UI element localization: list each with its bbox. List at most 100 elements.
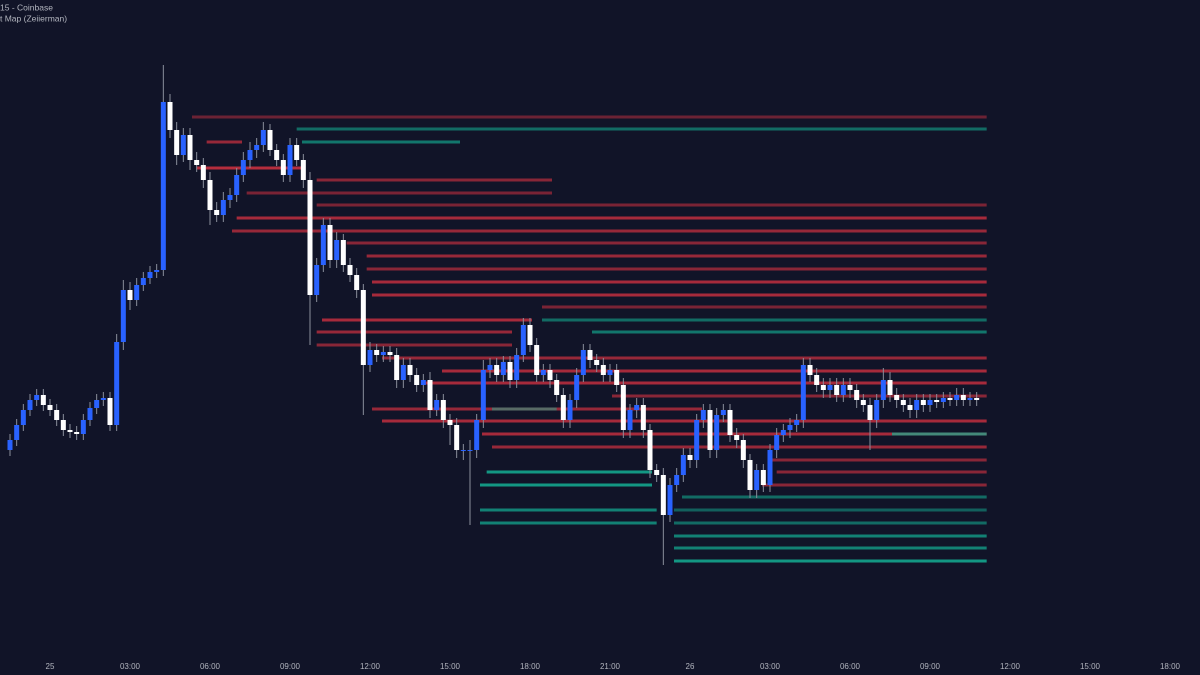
candle-body (840, 385, 846, 395)
candle-body (447, 420, 453, 425)
candle-body (327, 225, 333, 260)
heat-line (316, 203, 987, 207)
x-tick-label: 21:00 (600, 662, 621, 671)
candle-body (894, 395, 900, 400)
candle-body (134, 285, 140, 300)
candle-body (200, 165, 206, 180)
candle-body (140, 278, 146, 285)
candle-body (854, 390, 860, 400)
candle-body (920, 400, 926, 405)
candle-body (467, 450, 473, 451)
heat-line (382, 356, 987, 360)
candle-body (87, 408, 93, 420)
x-tick-label: 03:00 (120, 662, 141, 671)
candle-body (714, 415, 720, 450)
candle-body (587, 350, 593, 360)
candle-body (647, 430, 653, 470)
candle-body (520, 325, 526, 355)
candle-body (440, 400, 446, 420)
candle-body (214, 210, 220, 215)
heat-line (542, 318, 987, 322)
candle-layer (7, 65, 980, 565)
heat-line (372, 280, 987, 284)
candle-body (560, 395, 566, 420)
candle-body (127, 290, 133, 300)
candle-body (320, 225, 326, 265)
candle-body (360, 290, 366, 365)
candle-body (747, 460, 753, 490)
candle-body (707, 410, 713, 450)
candle-body (394, 355, 400, 380)
candle-body (47, 405, 53, 410)
heat-line (346, 241, 987, 245)
heat-line (772, 458, 987, 462)
candle-body (460, 450, 466, 451)
candle-body (540, 370, 546, 375)
candle-body (194, 160, 200, 165)
candle-body (694, 420, 700, 460)
candle-body (414, 375, 420, 385)
x-axis: 25 03:00 06:00 09:00 12:00 15:00 18:00 21:00 26 0… (46, 662, 1181, 671)
candle-body (307, 180, 313, 295)
x-tick-label: 06:00 (200, 662, 221, 671)
candle-body (760, 470, 766, 485)
candle-body (660, 475, 666, 515)
heat-line (192, 115, 987, 119)
candle-body (754, 470, 760, 490)
candle-body (880, 380, 886, 400)
candle-body (600, 365, 606, 375)
candle-body (954, 395, 960, 400)
heat-line (762, 483, 987, 487)
candle-body (280, 160, 286, 175)
candle-body (974, 398, 980, 400)
candle-body (67, 430, 73, 432)
candle-body (287, 145, 293, 175)
candle-body (294, 145, 300, 160)
candle-body (167, 102, 173, 130)
heat-line (366, 267, 987, 271)
candle-body (567, 400, 573, 420)
heat-line (382, 419, 987, 423)
candle-body (574, 375, 580, 400)
candle-body (620, 385, 626, 430)
candle-body (187, 135, 193, 160)
candle-body (100, 398, 106, 400)
candle-body (434, 400, 440, 410)
x-tick-label: 18:00 (1160, 662, 1181, 671)
chart-title: 15 - Coinbase (0, 2, 53, 12)
candle-body (787, 425, 793, 430)
heat-line (480, 508, 657, 512)
candle-body (654, 470, 660, 475)
candle-body (340, 240, 346, 265)
candle-body (967, 398, 973, 400)
candle-body (607, 370, 613, 375)
candle-body (680, 455, 686, 475)
candle-body (780, 430, 786, 435)
candle-body (40, 395, 46, 405)
heat-line (206, 140, 242, 144)
heat-line (674, 559, 987, 563)
candle-body (274, 150, 280, 160)
candle-body (420, 380, 426, 385)
heat-line (480, 483, 652, 487)
candle-body (667, 485, 673, 515)
heat-line (316, 343, 512, 347)
candle-body (160, 102, 166, 270)
candle-body (400, 365, 406, 380)
candle-body (614, 370, 620, 385)
heat-line (372, 407, 702, 411)
candle-body (820, 385, 826, 390)
heat-line (492, 407, 557, 411)
candle-body (674, 475, 680, 485)
candle-body (260, 130, 266, 145)
heat-line (674, 534, 987, 538)
heat-line (236, 216, 987, 220)
candle-body (887, 380, 893, 395)
candle-body (807, 365, 813, 375)
heat-line (366, 254, 987, 258)
heat-line (442, 369, 987, 373)
candle-body (700, 410, 706, 420)
heat-line (592, 330, 987, 334)
heat-line (674, 521, 987, 525)
